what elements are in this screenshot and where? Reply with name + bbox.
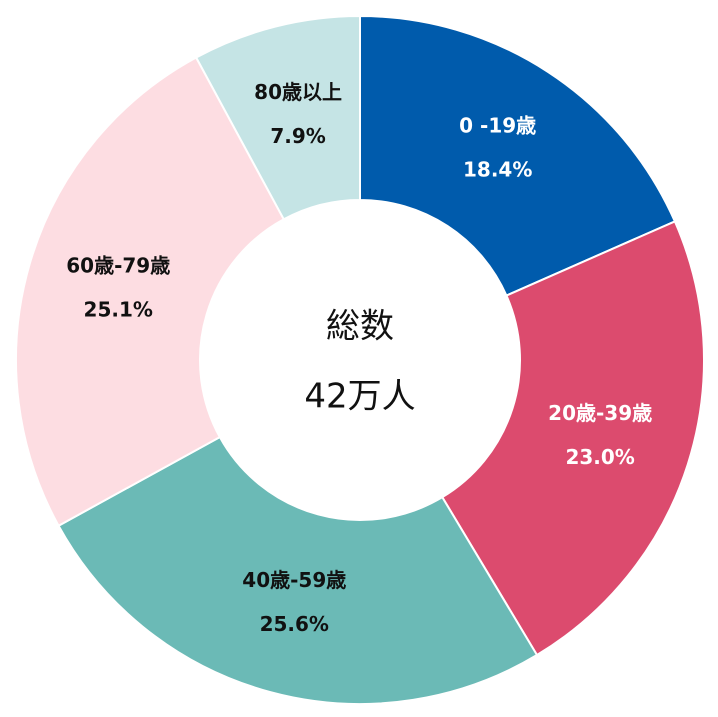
slices (15, 14, 705, 705)
slice (359, 14, 677, 297)
slice (440, 220, 705, 657)
slice-category: 20歳-39歳 (548, 401, 652, 425)
slice (57, 435, 539, 705)
slice-value-label: 25.6% (260, 612, 329, 636)
center-text: 42万人 (304, 377, 415, 417)
slice-value-label: 7.9% (270, 124, 325, 148)
slice-category: 40歳-59歳 (242, 568, 346, 592)
slice-value-label: 18.4% (463, 157, 532, 181)
slice-category: 0 -19歳 (459, 113, 536, 137)
slice (194, 14, 361, 221)
slice-value-label: 25.1% (84, 297, 153, 321)
slice-category: 60歳-79歳 (66, 253, 170, 277)
slice (15, 56, 286, 528)
slice-value-label: 23.0% (565, 445, 634, 469)
slice-category: 80歳以上 (254, 80, 342, 104)
center-title: 総数 (326, 307, 394, 347)
